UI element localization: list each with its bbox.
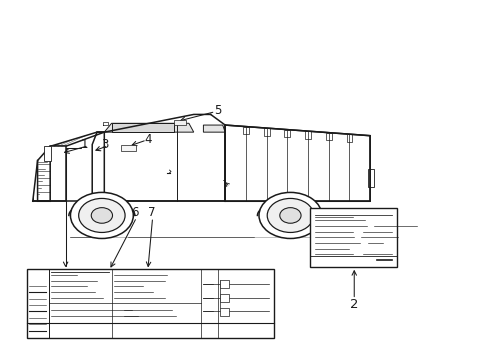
Bar [346,134,352,142]
Bar [325,132,331,140]
Polygon shape [50,146,65,201]
Text: 7: 7 [148,206,155,219]
Circle shape [79,198,125,233]
Bar [309,208,396,267]
Polygon shape [111,123,174,132]
Text: 2: 2 [349,298,358,311]
Text: 1: 1 [80,138,87,151]
Bar [27,269,273,338]
Circle shape [259,192,321,238]
Bar [121,145,136,151]
Bar [284,130,289,138]
Bar [220,294,228,302]
Polygon shape [50,132,104,146]
Bar [44,146,51,161]
Circle shape [70,192,133,238]
Text: 5: 5 [214,104,221,117]
Text: 3: 3 [102,138,109,151]
Text: 6: 6 [131,206,139,219]
Bar [243,127,248,134]
Bar [220,280,228,288]
Circle shape [279,208,301,223]
Polygon shape [104,123,193,132]
Bar [174,120,186,125]
Bar [305,131,310,139]
Bar [220,308,228,316]
Text: 4: 4 [144,133,151,146]
Circle shape [266,198,313,233]
Polygon shape [38,146,50,201]
Circle shape [91,208,112,223]
Bar [263,128,269,136]
Polygon shape [203,125,224,132]
Bar [367,169,373,187]
